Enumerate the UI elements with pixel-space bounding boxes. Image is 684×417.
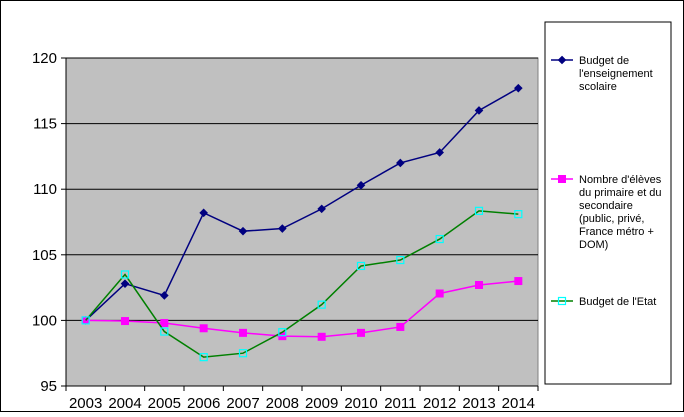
x-tick-label: 2006	[187, 395, 220, 412]
data-point	[396, 322, 405, 331]
legend-label: secondaire	[579, 200, 633, 212]
plot-area	[65, 57, 539, 387]
data-point	[120, 270, 130, 279]
data-point	[435, 148, 444, 157]
data-point	[160, 327, 169, 336]
data-point	[357, 328, 365, 337]
data-point	[238, 349, 248, 358]
y-tick-label: 95	[40, 378, 57, 395]
y-tick-label: 105	[32, 247, 57, 264]
data-point	[356, 261, 366, 271]
data-point	[317, 204, 326, 214]
data-point	[278, 328, 287, 337]
legend-marker	[557, 296, 567, 306]
data-point	[81, 316, 90, 325]
legend-label: Nombre d'élèves	[579, 174, 662, 186]
series-2	[81, 206, 523, 362]
data-point	[317, 300, 326, 309]
data-point	[121, 317, 129, 326]
data-point	[317, 332, 326, 341]
data-point	[199, 353, 208, 362]
x-tick-label: 2004	[108, 395, 141, 412]
data-point	[514, 277, 523, 286]
legend-label: Budget de	[579, 55, 629, 67]
legend-marker	[558, 175, 566, 183]
series-group	[81, 83, 523, 362]
data-point	[160, 319, 169, 328]
data-point	[435, 289, 444, 298]
y-tick-label: 120	[32, 50, 57, 67]
legend-entry-2: Budget de l'Etat	[551, 296, 656, 308]
data-point	[199, 324, 208, 333]
legend-marker	[557, 55, 567, 65]
data-point	[160, 291, 169, 300]
x-tick-label: 2013	[462, 395, 495, 412]
x-tick-label: 2008	[266, 395, 299, 412]
x-tick-label: 2009	[305, 395, 338, 412]
data-point	[514, 83, 523, 93]
y-tick-label: 100	[32, 312, 57, 329]
data-point	[474, 106, 484, 115]
x-tick-label: 2010	[344, 395, 377, 412]
x-tick-label: 2003	[69, 395, 102, 412]
series-0	[81, 83, 523, 325]
series-line-2	[85, 210, 519, 358]
legend-label: l'enseignement	[579, 68, 653, 80]
legend-box	[544, 21, 672, 385]
legend-label: scolaire	[579, 81, 617, 93]
data-point	[514, 210, 523, 219]
data-point	[396, 158, 405, 168]
legend-label: Budget de l'Etat	[579, 296, 656, 308]
legend-label: France métro +	[579, 226, 654, 238]
data-point	[474, 206, 484, 215]
y-tick-label: 110	[33, 181, 57, 198]
x-tick-label: 2007	[226, 395, 259, 412]
data-point	[475, 280, 483, 289]
gridlines	[66, 57, 538, 321]
x-tick-label: 2005	[148, 395, 181, 412]
data-point	[238, 226, 248, 236]
legend-label: DOM)	[579, 239, 608, 251]
x-tick-label: 2014	[502, 395, 535, 412]
y-tick-label: 115	[33, 116, 57, 133]
data-point	[356, 180, 366, 190]
data-point	[239, 328, 247, 337]
x-tick-label: 2012	[423, 395, 456, 412]
legend-label: (public, privé,	[579, 213, 644, 225]
data-point	[199, 208, 208, 218]
data-point	[278, 224, 287, 233]
series-line-0	[85, 87, 519, 321]
x-tick-label: 2011	[384, 395, 416, 412]
legend-label: du primaire et du	[579, 187, 662, 199]
data-point	[435, 234, 444, 244]
axes: 95 100 105 110 115 120 2003 2004 2005 2006 2007 200…	[32, 50, 539, 412]
data-point	[120, 279, 130, 288]
data-point	[396, 255, 405, 265]
